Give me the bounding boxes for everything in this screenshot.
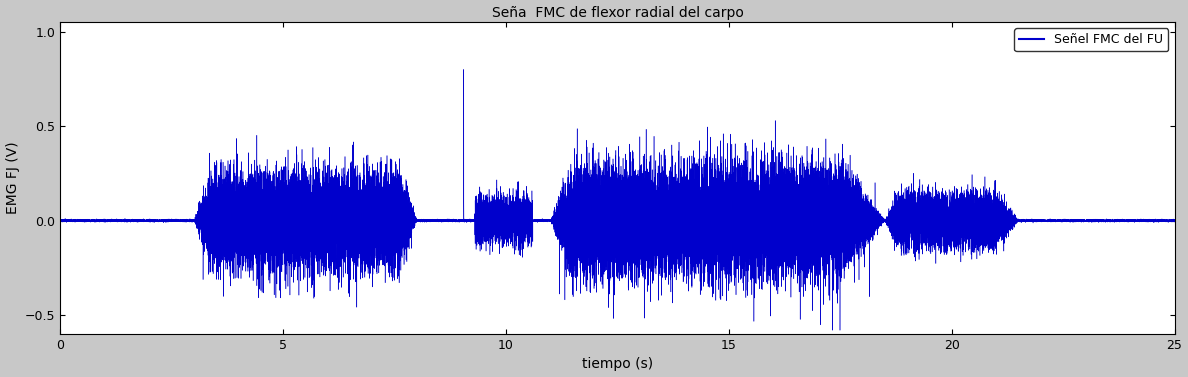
Legend: Señel FMC del FU: Señel FMC del FU: [1015, 28, 1168, 51]
Title: Seña  FMC de flexor radial del carpo: Seña FMC de flexor radial del carpo: [492, 6, 744, 20]
Y-axis label: EMG FJ (V): EMG FJ (V): [6, 142, 19, 215]
X-axis label: tiempo (s): tiempo (s): [582, 357, 653, 371]
